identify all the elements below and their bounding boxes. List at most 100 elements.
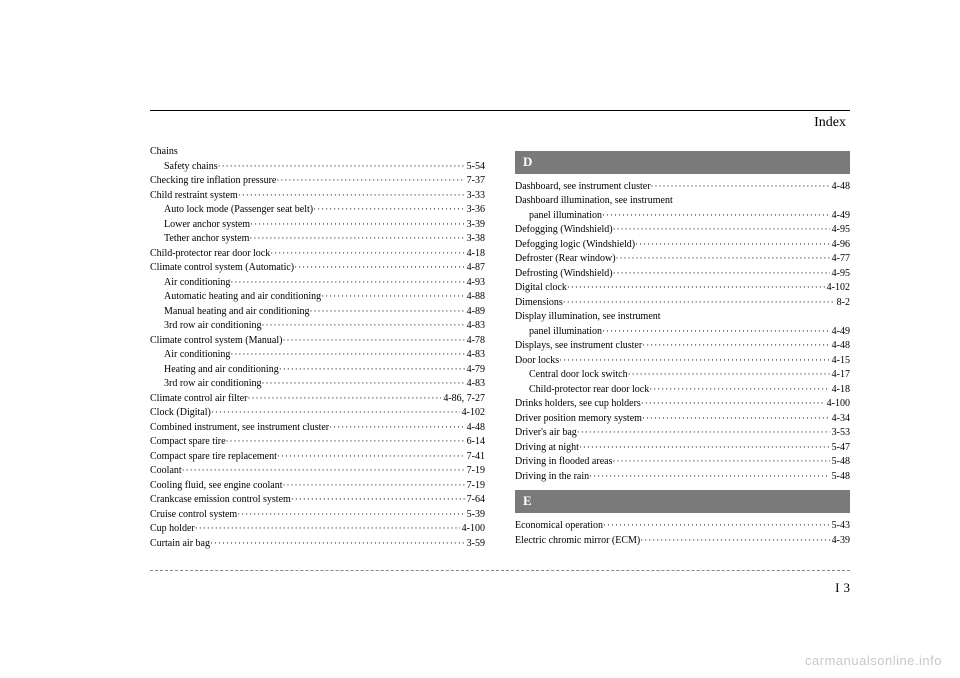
entry-label: Driving in flooded areas <box>515 455 612 470</box>
entry-page: 4-48 <box>465 421 485 436</box>
section-head-d: D <box>515 151 850 174</box>
entry-page: 3-36 <box>465 203 485 218</box>
right-column: D Dashboard, see instrument cluster4-48D… <box>515 145 850 551</box>
index-entry: panel illumination4-49 <box>515 209 850 224</box>
entry-page: 4-86, 7-27 <box>441 392 485 407</box>
entry-label: Automatic heating and air conditioning <box>164 290 321 305</box>
entry-label: Lower anchor system <box>164 218 250 233</box>
entry-page: 3-53 <box>830 426 850 441</box>
entry-label: Drinks holders, see cup holders <box>515 397 641 412</box>
entry-page: 4-17 <box>830 368 850 383</box>
entry-label: Air conditioning <box>164 276 230 291</box>
dot-leader <box>210 537 465 552</box>
page-title: Index <box>150 115 850 131</box>
dot-leader <box>612 455 829 470</box>
dot-leader <box>261 319 464 334</box>
index-entry: Dashboard, see instrument cluster4-48 <box>515 180 850 195</box>
page-number-value: 3 <box>844 580 851 595</box>
dot-leader <box>279 363 465 378</box>
index-entry: 3rd row air conditioning4-83 <box>150 319 485 334</box>
entry-label: Compact spare tire <box>150 435 226 450</box>
entry-label: Dashboard, see instrument cluster <box>515 180 651 195</box>
entry-page: 4-48 <box>830 339 850 354</box>
index-entry: Automatic heating and air conditioning4-… <box>150 290 485 305</box>
index-entry: Driver's air bag 3-53 <box>515 426 850 441</box>
entry-page: 4-89 <box>465 305 485 320</box>
index-entry: Economical operation5-43 <box>515 519 850 534</box>
dot-leader <box>249 232 464 247</box>
index-entry: Door locks4-15 <box>515 354 850 369</box>
index-entry: Crankcase emission control system7-64 <box>150 493 485 508</box>
page-section-label: I <box>835 580 839 595</box>
content-columns: ChainsSafety chains5-54Checking tire inf… <box>150 145 850 551</box>
watermark-text: carmanualsonline.info <box>805 653 942 668</box>
index-entry: Dimensions8-2 <box>515 296 850 311</box>
dot-leader <box>276 174 464 189</box>
entry-page: 4-77 <box>830 252 850 267</box>
index-entry: Cup holder4-100 <box>150 522 485 537</box>
entry-label: Electric chromic mirror (ECM) <box>515 534 640 549</box>
entry-page: 4-78 <box>465 334 485 349</box>
dot-leader <box>230 276 464 291</box>
dot-leader <box>613 267 830 282</box>
dot-leader <box>602 209 830 224</box>
dot-leader <box>559 354 829 369</box>
entry-label: Curtain air bag <box>150 537 210 552</box>
entry-label: 3rd row air conditioning <box>164 377 261 392</box>
index-entry: Digital clock4-102 <box>515 281 850 296</box>
dot-leader <box>628 368 830 383</box>
entry-label: panel illumination <box>529 325 602 340</box>
left-column: ChainsSafety chains5-54Checking tire inf… <box>150 145 485 551</box>
entry-label: Compact spare tire replacement <box>150 450 277 465</box>
entry-page: 4-39 <box>830 534 850 549</box>
index-entry: Child-protector rear door lock4-18 <box>515 383 850 398</box>
entry-label: Defroster (Rear window) <box>515 252 616 267</box>
entry-page: 4-95 <box>830 267 850 282</box>
entry-page: 4-100 <box>460 522 485 537</box>
dot-leader <box>567 281 825 296</box>
entry-label: Dimensions <box>515 296 563 311</box>
index-entry: Tether anchor system3-38 <box>150 232 485 247</box>
dot-leader <box>651 180 830 195</box>
index-entry: Child restraint system3-33 <box>150 189 485 204</box>
entry-page: 7-19 <box>465 464 485 479</box>
entry-label: panel illumination <box>529 209 602 224</box>
entry-label: Climate control system (Manual) <box>150 334 282 349</box>
index-entry: Driver position memory system4-34 <box>515 412 850 427</box>
entry-page: 7-37 <box>465 174 485 189</box>
entry-label: Cooling fluid, see engine coolant <box>150 479 282 494</box>
index-entry: Combined instrument, see instrument clus… <box>150 421 485 436</box>
index-entry: Coolant7-19 <box>150 464 485 479</box>
entry-label: Driving in the rain <box>515 470 589 485</box>
index-entry: Air conditioning4-83 <box>150 348 485 363</box>
dot-leader <box>321 290 464 305</box>
entry-page: 5-48 <box>830 470 850 485</box>
section-d-entries: Dashboard, see instrument cluster4-48Das… <box>515 180 850 485</box>
index-entry: Dashboard illumination, see instrument <box>515 194 850 209</box>
index-entry: Central door lock switch4-17 <box>515 368 850 383</box>
index-entry: Climate control system (Automatic)4-87 <box>150 261 485 276</box>
dot-leader <box>635 238 830 253</box>
index-entry: 3rd row air conditioning 4-83 <box>150 377 485 392</box>
entry-page: 5-48 <box>830 455 850 470</box>
dot-leader <box>182 464 465 479</box>
dot-leader <box>641 397 825 412</box>
index-entry: Climate control system (Manual) 4-78 <box>150 334 485 349</box>
dot-leader <box>329 421 465 436</box>
index-entry: Child-protector rear door lock 4-18 <box>150 247 485 262</box>
entry-label: Crankcase emission control system <box>150 493 291 508</box>
entry-label: Child-protector rear door lock <box>150 247 270 262</box>
entry-label: Driver's air bag <box>515 426 577 441</box>
index-entry: Auto lock mode (Passenger seat belt)3-36 <box>150 203 485 218</box>
entry-label: 3rd row air conditioning <box>164 319 261 334</box>
entry-label: Climate control air filter <box>150 392 247 407</box>
entry-page: 4-83 <box>465 348 485 363</box>
index-entry: Displays, see instrument cluster 4-48 <box>515 339 850 354</box>
entry-label: Displays, see instrument cluster <box>515 339 642 354</box>
index-entry: Checking tire inflation pressure7-37 <box>150 174 485 189</box>
entry-page: 4-83 <box>465 377 485 392</box>
dot-leader <box>250 218 465 233</box>
page-number: I3 <box>835 580 850 596</box>
entry-page: 4-18 <box>465 247 485 262</box>
dot-leader <box>294 261 465 276</box>
